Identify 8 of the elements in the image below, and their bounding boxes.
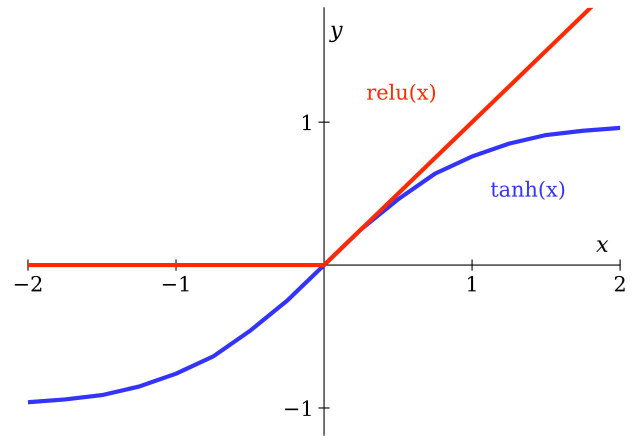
x-axis-title: x [596, 240, 608, 252]
annotation: relu(x) [367, 84, 436, 103]
x-tick-label: 2 [614, 276, 625, 292]
y-axis-title: y [329, 26, 343, 42]
x-tick-label: −1 [162, 276, 188, 292]
annotation: tanh(x) [490, 180, 564, 200]
x-tick-label: −2 [14, 276, 42, 292]
x-tick-label: 1 [468, 276, 476, 292]
